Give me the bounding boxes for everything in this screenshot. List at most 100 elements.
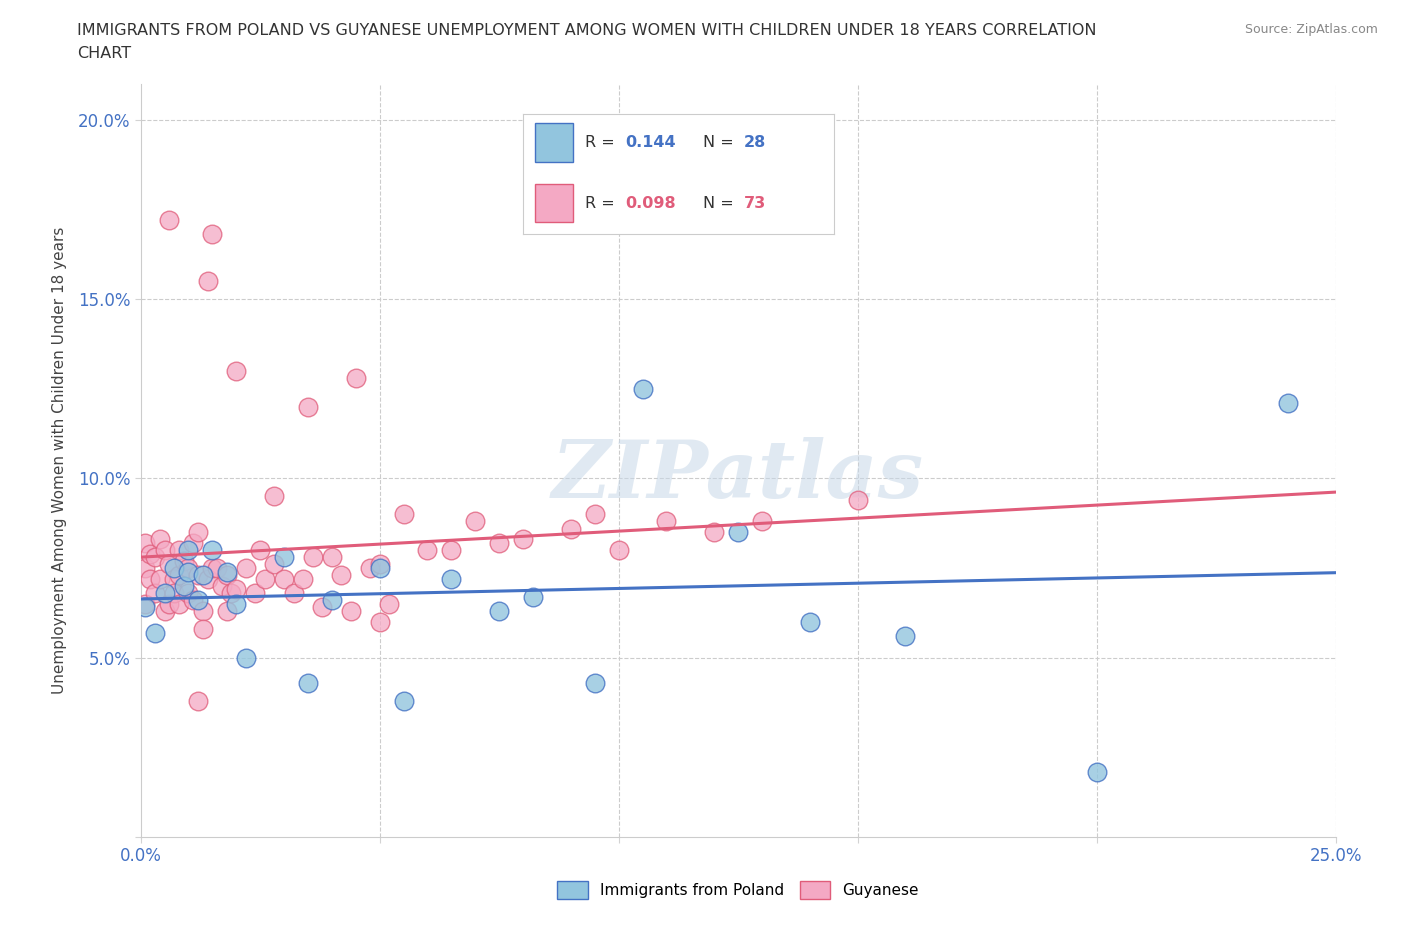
- Point: [263, 489, 285, 504]
- Point: [177, 565, 200, 579]
- Point: [153, 542, 176, 557]
- Point: [235, 561, 257, 576]
- Point: [292, 571, 315, 586]
- Point: [139, 546, 162, 561]
- Point: [297, 675, 319, 690]
- Point: [163, 561, 186, 576]
- Point: [311, 600, 333, 615]
- Point: [134, 561, 156, 576]
- Point: [235, 650, 257, 665]
- Point: [149, 532, 172, 547]
- Point: [522, 590, 544, 604]
- Point: [283, 586, 305, 601]
- Point: [340, 604, 363, 618]
- Point: [378, 596, 401, 611]
- Point: [177, 561, 200, 576]
- Point: [894, 629, 917, 644]
- Point: [215, 567, 238, 582]
- Text: ZIPatlas: ZIPatlas: [553, 437, 924, 514]
- Point: [143, 625, 166, 640]
- Point: [167, 542, 190, 557]
- Y-axis label: Unemployment Among Women with Children Under 18 years: Unemployment Among Women with Children U…: [52, 227, 66, 694]
- Point: [163, 586, 186, 601]
- Point: [560, 521, 582, 536]
- Point: [134, 600, 156, 615]
- Point: [201, 227, 224, 242]
- Point: [225, 364, 247, 379]
- Point: [245, 586, 267, 601]
- Point: [201, 561, 224, 576]
- Point: [464, 514, 486, 529]
- Legend: Immigrants from Poland, Guyanese: Immigrants from Poland, Guyanese: [551, 875, 925, 905]
- Point: [167, 596, 190, 611]
- Point: [134, 596, 156, 611]
- Point: [157, 557, 180, 572]
- Point: [187, 525, 209, 539]
- Point: [201, 542, 224, 557]
- Point: [751, 514, 773, 529]
- Point: [488, 536, 510, 551]
- Point: [134, 536, 156, 551]
- Point: [153, 604, 176, 618]
- Point: [512, 532, 534, 547]
- Point: [368, 561, 391, 576]
- Point: [221, 586, 243, 601]
- Point: [846, 492, 869, 507]
- Point: [191, 567, 214, 582]
- Point: [359, 561, 381, 576]
- Point: [163, 571, 186, 586]
- Point: [205, 561, 228, 576]
- Point: [197, 571, 219, 586]
- Point: [321, 592, 343, 607]
- Point: [297, 399, 319, 414]
- Point: [181, 536, 204, 551]
- Point: [215, 604, 238, 618]
- Point: [488, 604, 510, 618]
- Point: [344, 370, 367, 385]
- Point: [197, 273, 219, 288]
- Point: [392, 507, 415, 522]
- Point: [153, 586, 176, 601]
- Point: [191, 621, 214, 636]
- Point: [187, 693, 209, 708]
- Point: [301, 550, 323, 565]
- Point: [727, 525, 749, 539]
- Text: IMMIGRANTS FROM POLAND VS GUYANESE UNEMPLOYMENT AMONG WOMEN WITH CHILDREN UNDER : IMMIGRANTS FROM POLAND VS GUYANESE UNEMP…: [77, 23, 1097, 38]
- Point: [253, 571, 276, 586]
- Point: [1277, 395, 1299, 410]
- Point: [211, 578, 233, 593]
- Point: [607, 542, 630, 557]
- Point: [143, 586, 166, 601]
- Point: [225, 596, 247, 611]
- Point: [273, 571, 295, 586]
- Point: [1085, 765, 1108, 780]
- Point: [440, 542, 463, 557]
- Point: [631, 381, 654, 396]
- Point: [583, 507, 606, 522]
- Point: [368, 557, 391, 572]
- Point: [173, 578, 195, 593]
- Point: [321, 550, 343, 565]
- Point: [177, 542, 200, 557]
- Point: [368, 615, 391, 630]
- Point: [181, 592, 204, 607]
- Point: [157, 213, 180, 228]
- Point: [187, 567, 209, 582]
- Point: [225, 582, 247, 597]
- Point: [215, 565, 238, 579]
- Point: [157, 596, 180, 611]
- Point: [416, 542, 439, 557]
- Point: [167, 567, 190, 582]
- Text: Source: ZipAtlas.com: Source: ZipAtlas.com: [1244, 23, 1378, 36]
- Point: [263, 557, 285, 572]
- Point: [173, 553, 195, 568]
- Point: [139, 571, 162, 586]
- Point: [655, 514, 678, 529]
- Point: [392, 693, 415, 708]
- Point: [177, 586, 200, 601]
- Point: [249, 542, 271, 557]
- Point: [273, 550, 295, 565]
- Point: [187, 592, 209, 607]
- Point: [440, 571, 463, 586]
- Point: [149, 571, 172, 586]
